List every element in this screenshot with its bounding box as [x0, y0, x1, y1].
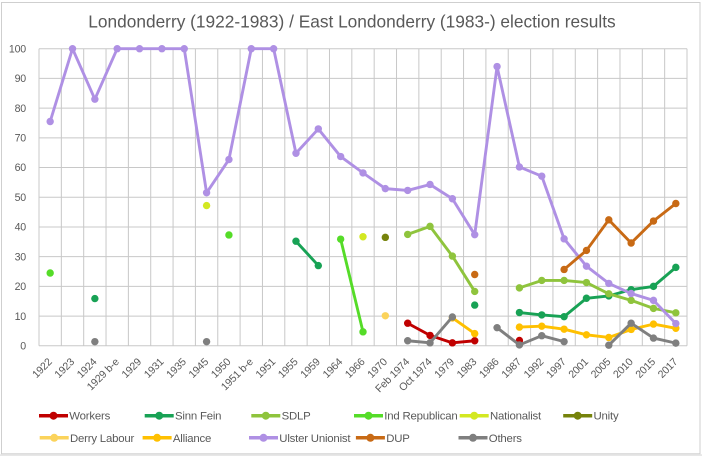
svg-text:Ulster Unionist: Ulster Unionist [279, 433, 351, 445]
svg-text:Londonderry (1922-1983) / East: Londonderry (1922-1983) / East Londonder… [88, 11, 616, 31]
svg-text:90: 90 [15, 73, 27, 85]
svg-text:0: 0 [20, 341, 26, 353]
svg-text:10: 10 [15, 311, 27, 323]
svg-text:Nationalist: Nationalist [490, 411, 542, 423]
svg-text:40: 40 [15, 222, 27, 234]
svg-text:50: 50 [15, 192, 27, 204]
svg-text:Unity: Unity [594, 411, 619, 423]
svg-text:60: 60 [15, 162, 27, 174]
svg-text:Ind Republican: Ind Republican [384, 411, 457, 423]
svg-text:Alliance: Alliance [173, 433, 211, 445]
svg-text:SDLP: SDLP [282, 411, 311, 423]
svg-text:70: 70 [15, 133, 27, 145]
svg-text:Workers: Workers [69, 411, 110, 423]
svg-text:DUP: DUP [386, 433, 409, 445]
svg-text:Sinn Fein: Sinn Fein [175, 411, 221, 423]
svg-text:80: 80 [15, 103, 27, 115]
svg-text:30: 30 [15, 251, 27, 263]
svg-text:Others: Others [489, 433, 522, 445]
svg-text:Derry Labour: Derry Labour [70, 433, 134, 445]
svg-text:20: 20 [15, 281, 27, 293]
svg-text:100: 100 [9, 43, 26, 55]
